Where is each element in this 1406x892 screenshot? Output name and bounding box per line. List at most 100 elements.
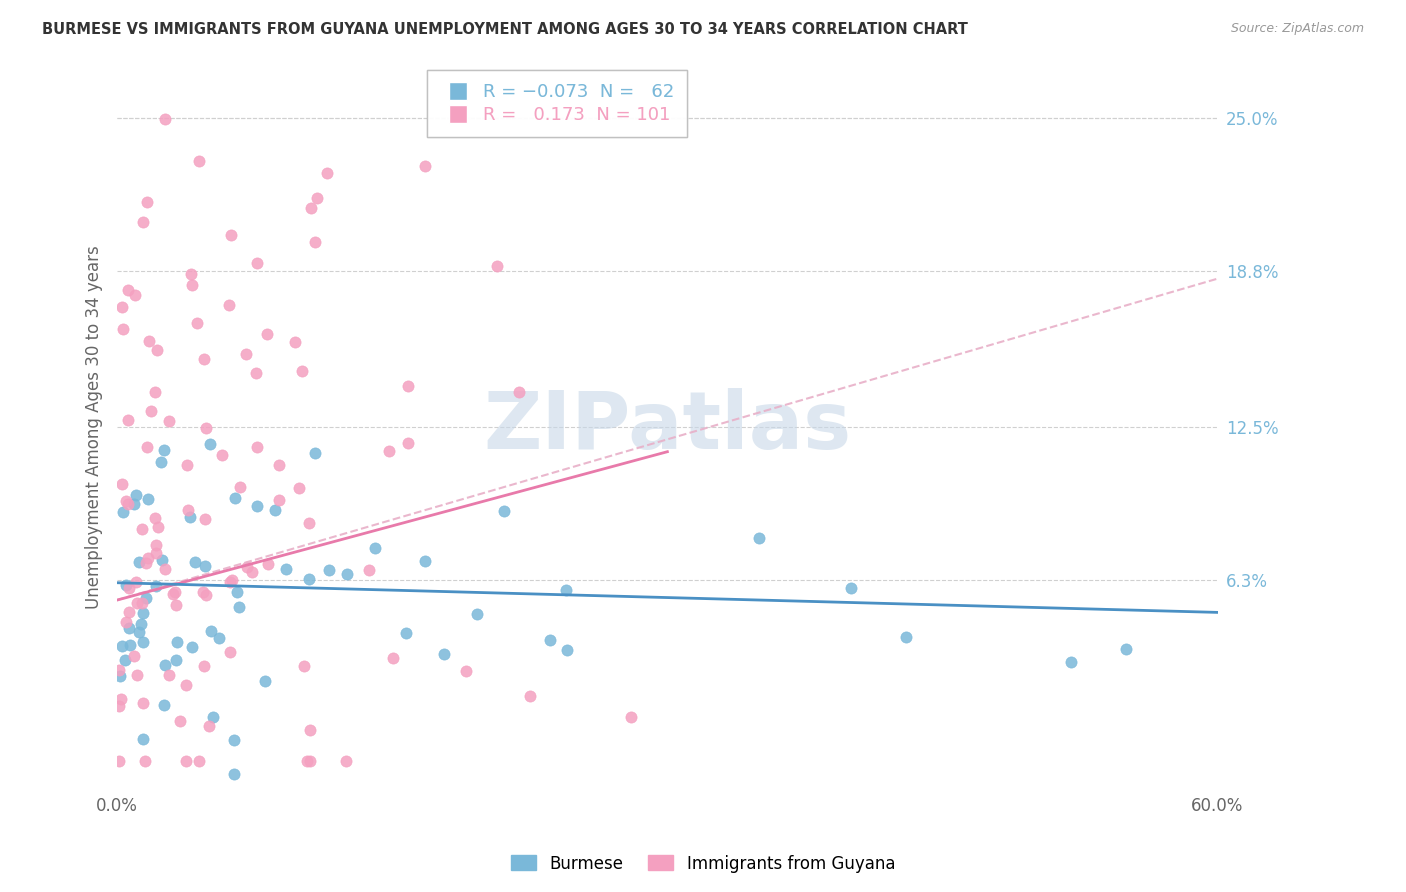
Point [117, 498, 139, 512]
Point [115, 494, 138, 508]
Point [193, 659, 215, 673]
Point [555, 643, 578, 657]
Point [108, 754, 131, 768]
Point [162, 587, 184, 601]
Point [318, 563, 340, 577]
Point [146, 343, 169, 357]
Point [193, 352, 215, 367]
Point [135, 556, 157, 570]
Point [224, 491, 246, 506]
Point [174, 678, 197, 692]
Point [538, 633, 561, 648]
Point [128, 555, 150, 569]
Point [110, 692, 132, 706]
Point [125, 668, 148, 682]
Point [228, 600, 250, 615]
Point [304, 446, 326, 460]
Point [120, 638, 142, 652]
Point [297, 754, 319, 768]
Point [155, 562, 177, 576]
Point [131, 522, 153, 536]
Legend: Burmese, Immigrants from Guyana: Burmese, Immigrants from Guyana [505, 848, 901, 880]
Point [508, 385, 530, 400]
Point [118, 582, 141, 596]
Point [177, 503, 200, 517]
Point [198, 437, 221, 451]
Point [198, 718, 221, 732]
Point [129, 617, 152, 632]
Point [246, 440, 269, 454]
Point [145, 538, 167, 552]
Text: BURMESE VS IMMIGRANTS FROM GUYANA UNEMPLOYMENT AMONG AGES 30 TO 34 YEARS CORRELA: BURMESE VS IMMIGRANTS FROM GUYANA UNEMPL… [42, 22, 969, 37]
Point [188, 754, 211, 768]
Point [219, 228, 242, 243]
Point [554, 583, 576, 598]
Point [165, 599, 187, 613]
Point [359, 563, 381, 577]
Point [108, 669, 131, 683]
Point [181, 277, 204, 292]
Point [291, 364, 314, 378]
Point [145, 579, 167, 593]
Point [169, 714, 191, 729]
Point [226, 584, 249, 599]
Point [224, 732, 246, 747]
Point [114, 653, 136, 667]
Point [433, 647, 456, 661]
Y-axis label: Unemployment Among Ages 30 to 34 years: Unemployment Among Ages 30 to 34 years [86, 245, 103, 609]
Point [264, 503, 287, 517]
Point [124, 648, 146, 663]
Point [111, 300, 134, 314]
Point [224, 767, 246, 781]
Point [138, 334, 160, 348]
Point [157, 413, 180, 427]
Point [267, 458, 290, 472]
Point [894, 630, 917, 644]
Point [188, 154, 211, 169]
Point [299, 201, 322, 215]
Point [150, 455, 173, 469]
Point [415, 553, 437, 567]
Point [145, 546, 167, 560]
Point [194, 558, 217, 573]
Point [219, 574, 242, 589]
Point [135, 591, 157, 606]
Point [488, 805, 510, 819]
Point [150, 553, 173, 567]
Point [485, 260, 508, 274]
Point [153, 658, 176, 673]
Point [176, 458, 198, 472]
Point [304, 235, 326, 249]
Point [200, 624, 222, 638]
Point [454, 664, 477, 678]
Point [276, 562, 298, 576]
Point [395, 626, 418, 640]
Point [132, 635, 155, 649]
Point [124, 288, 146, 302]
Point [307, 191, 329, 205]
Point [246, 499, 269, 513]
Point [218, 645, 240, 659]
Point [191, 585, 214, 599]
Point [1115, 642, 1137, 657]
Point [201, 709, 224, 723]
Point [221, 828, 243, 842]
Point [111, 639, 134, 653]
Point [257, 557, 280, 571]
Text: ZIPatlas: ZIPatlas [484, 388, 852, 466]
Point [132, 696, 155, 710]
Point [245, 366, 267, 380]
Legend: R = −0.073  N =   62, R =   0.173  N = 101: R = −0.073 N = 62, R = 0.173 N = 101 [427, 70, 688, 137]
Point [166, 635, 188, 649]
Point [211, 448, 233, 462]
Point [118, 605, 141, 619]
Point [132, 606, 155, 620]
Point [153, 443, 176, 458]
Point [108, 698, 131, 713]
Point [236, 559, 259, 574]
Point [194, 588, 217, 602]
Point [381, 651, 404, 665]
Point [114, 577, 136, 591]
Point [298, 723, 321, 738]
Point [186, 316, 208, 330]
